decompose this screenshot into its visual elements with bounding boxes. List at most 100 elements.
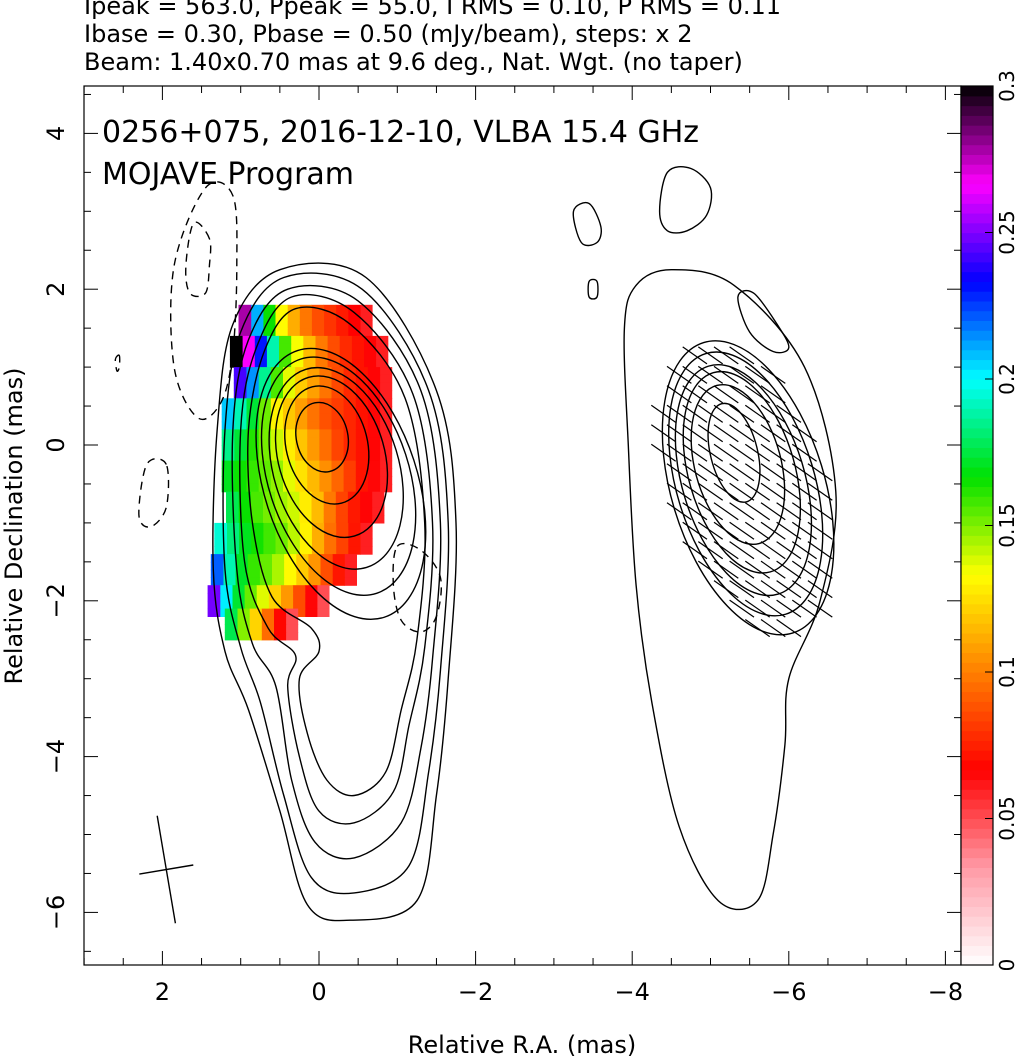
heatmap-cell [266,359,279,368]
evpa-vector [729,463,755,482]
stokes-i-outer-contour [222,272,450,895]
heatmap-cell [367,406,381,415]
evpa-vector [807,482,833,501]
heatmap-cell [311,538,325,547]
heatmap-cell [311,507,324,516]
heatmap-cell [282,390,296,399]
stokes-i-lowest-contour [658,165,713,234]
heatmap-cell [330,421,344,430]
heatmap-cell [323,312,337,321]
heatmap-cell [233,398,247,407]
evpa-vector [713,580,739,599]
colorbar-swatch [961,271,993,282]
colorbar-swatch [961,593,993,605]
heatmap-cell [351,343,364,353]
heatmap-cell [246,460,259,469]
heatmap-cell [367,445,381,454]
polarized-intensity-contour [661,340,835,636]
heatmap-cell [278,351,292,360]
evpa-vector [713,424,739,443]
evpa-vector [776,560,802,579]
colorbar-swatch [961,183,993,195]
heatmap-cell [238,538,252,547]
x-tick-label: 0 [311,978,326,1006]
heatmap-cell [262,491,276,501]
evpa-vector [697,424,724,443]
evpa-vector [807,541,833,560]
heatmap-cell [244,593,257,602]
heatmap-cell [210,554,224,563]
heatmap-cell [298,491,312,501]
heatmap-cell [238,530,252,540]
heatmap-cell [359,538,373,547]
heatmap-cell [235,569,248,578]
heatmap-cell [316,585,330,594]
heatmap-cell [359,530,373,540]
colorbar-swatch [961,867,993,878]
x-tick-label: −6 [771,978,806,1006]
heatmap-cell [221,445,235,454]
heatmap-cell [323,546,337,555]
heatmap-cell [246,445,259,454]
heatmap-cell [323,491,336,501]
heatmap-cell [262,312,276,321]
colorbar-swatch [961,379,993,390]
heatmap-cell [306,374,320,384]
colorbar-swatch [961,535,993,546]
colorbar-swatch [961,291,993,302]
heatmap-cell [335,320,349,329]
heatmap-cell [278,335,292,345]
heatmap-cell [285,616,299,625]
heatmap-cell [286,507,300,516]
heatmap-cell [306,468,320,477]
heatmap-cell [343,468,356,477]
heatmap-cell [246,406,259,415]
heatmap-cell [214,522,227,532]
heatmap-cell [274,507,288,516]
heatmap-cell [247,569,260,578]
heatmap-cell [294,421,308,430]
evpa-vector [760,482,786,501]
heatmap-cell [344,577,357,586]
heatmap-cell [355,468,368,477]
colorbar-swatch [961,730,993,741]
heatmap-cell [261,632,274,641]
heatmap-cell [306,445,320,454]
fractional-polarization-heatmap [207,304,393,641]
evpa-vector [697,521,724,540]
stokes-i-lowest-contour [737,289,790,354]
colorbar-swatch [961,515,993,527]
heatmap-cell [270,398,283,407]
heatmap-cell [330,390,344,399]
heatmap-cell [237,624,250,633]
evpa-vector [744,502,771,521]
heatmap-cell [270,429,283,438]
heatmap-cell [302,351,316,360]
heatmap-cell [287,530,300,540]
heatmap-cell [282,483,296,493]
colorbar-tick-label: 0.05 [995,796,1019,841]
evpa-vector [744,599,771,618]
heatmap-cell [379,382,393,392]
evpa-vector [682,502,708,521]
stokes-i-outer-contour [231,284,442,860]
colorbar-swatch [961,759,993,771]
heatmap-cell [246,398,259,407]
heatmap-cell [343,367,356,376]
heatmap-cell [367,374,381,384]
heatmap-cell [258,460,271,469]
heatmap-cell [221,460,235,469]
evpa-vector [729,599,755,618]
heatmap-cell [379,429,393,438]
colorbar-swatch [961,330,993,341]
stokes-i-contour [274,375,389,539]
heatmap-cell [247,554,260,563]
heatmap-cell [371,491,385,501]
heatmap-cell [273,624,287,633]
heatmap-cell [314,351,328,360]
evpa-vector [682,541,708,560]
colorbar-tick-label: 0.1 [995,656,1019,688]
heatmap-cell [285,608,299,617]
negative-contour [138,457,170,528]
negative-contour [185,221,212,298]
